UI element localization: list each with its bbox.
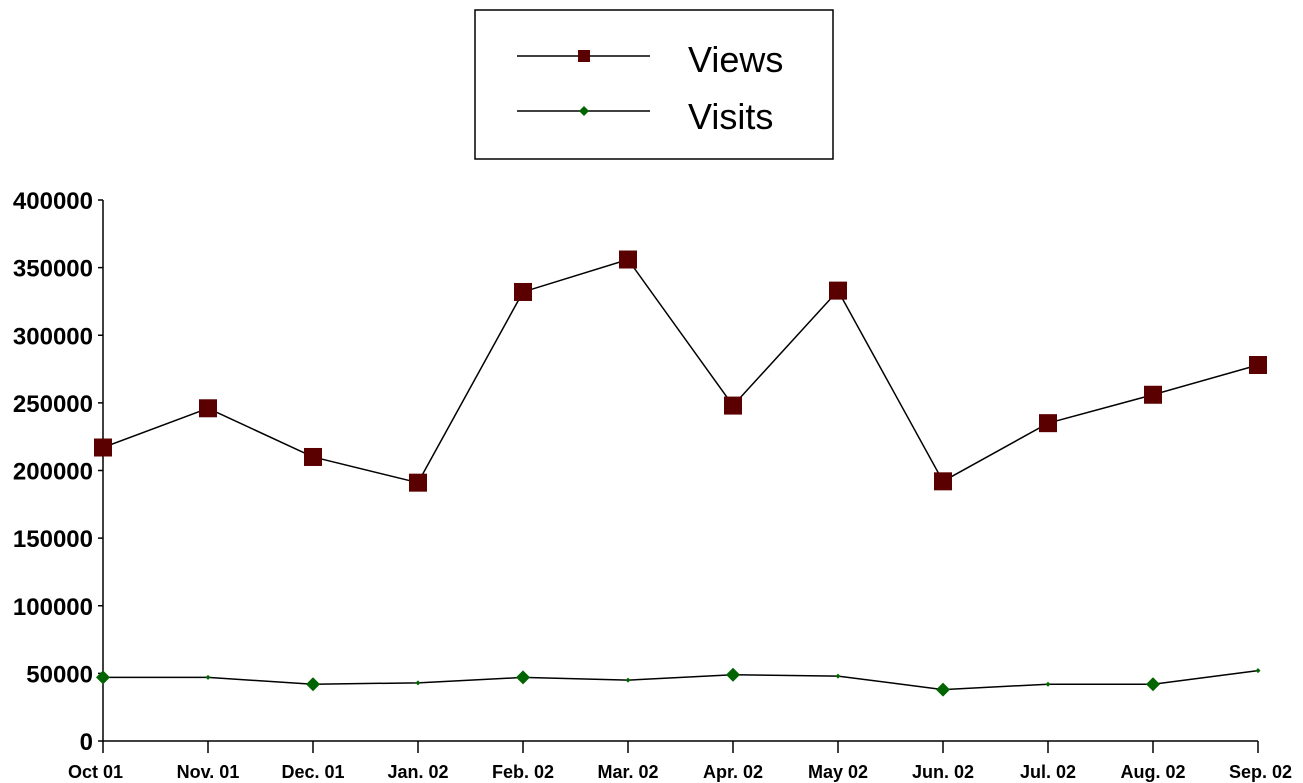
legend-item-views: Views — [517, 39, 783, 80]
y-tick-label: 100000 — [13, 594, 93, 621]
y-tick-label: 200000 — [13, 459, 93, 486]
x-tick-label: Sep. 02 — [1229, 762, 1292, 782]
legend-marker-visits — [579, 106, 589, 116]
data-point-visits — [306, 677, 320, 692]
data-point-visits — [205, 674, 211, 680]
data-point-visits — [1255, 668, 1261, 674]
x-tick-label: Dec. 01 — [281, 762, 344, 782]
y-tick-label: 300000 — [13, 323, 93, 350]
data-point-visits — [415, 680, 421, 686]
data-point-visits — [936, 682, 950, 697]
y-tick-label: 250000 — [13, 391, 93, 418]
data-point-views — [724, 396, 742, 415]
x-tick-label: Jun. 02 — [912, 762, 974, 782]
y-tick-label: 400000 — [13, 188, 93, 215]
x-tick-label: Nov. 01 — [177, 762, 240, 782]
data-point-visits — [1146, 677, 1160, 692]
data-point-views — [199, 399, 217, 418]
data-point-views — [1039, 414, 1057, 433]
data-point-visits — [726, 667, 740, 682]
data-point-views — [409, 473, 427, 492]
series-line-visits — [103, 669, 1259, 691]
data-point-views — [619, 250, 637, 269]
x-tick-label: Jul. 02 — [1020, 762, 1076, 782]
data-point-visits — [625, 677, 631, 683]
data-point-visits — [835, 673, 841, 679]
x-tick-label: Aug. 02 — [1120, 762, 1185, 782]
legend-label-visits: Visits — [688, 96, 773, 137]
legend: Views Visits — [474, 9, 834, 160]
data-point-views — [94, 438, 112, 457]
y-tick-label: 0 — [80, 729, 93, 756]
data-point-views — [514, 282, 532, 301]
x-tick-label: May 02 — [808, 762, 868, 782]
y-tick-label: 150000 — [13, 526, 93, 553]
data-point-views — [1144, 385, 1162, 404]
legend-marker-views — [578, 50, 590, 62]
data-point-visits — [96, 670, 110, 685]
x-tick-label: Feb. 02 — [492, 762, 554, 782]
data-point-views — [1249, 356, 1267, 375]
data-point-views — [304, 447, 322, 466]
x-tick-label: Apr. 02 — [703, 762, 763, 782]
legend-item-visits: Visits — [517, 96, 773, 137]
x-tick-label: Jan. 02 — [387, 762, 448, 782]
x-tick-label: Mar. 02 — [597, 762, 658, 782]
data-point-visits — [1045, 681, 1051, 687]
x-tick-label: Oct 01 — [68, 762, 123, 782]
data-point-visits — [516, 670, 530, 685]
y-tick-label: 50000 — [26, 661, 93, 688]
legend-box — [474, 9, 834, 160]
data-point-views — [934, 472, 952, 491]
axes: 0 50000 100000 150000 200000 250000 300000 3500… — [13, 188, 1292, 782]
series-line-views — [102, 258, 1259, 484]
y-tick-label: 350000 — [13, 256, 93, 283]
legend-label-views: Views — [688, 39, 783, 80]
data-point-views — [829, 281, 847, 300]
plot-area — [94, 250, 1267, 697]
